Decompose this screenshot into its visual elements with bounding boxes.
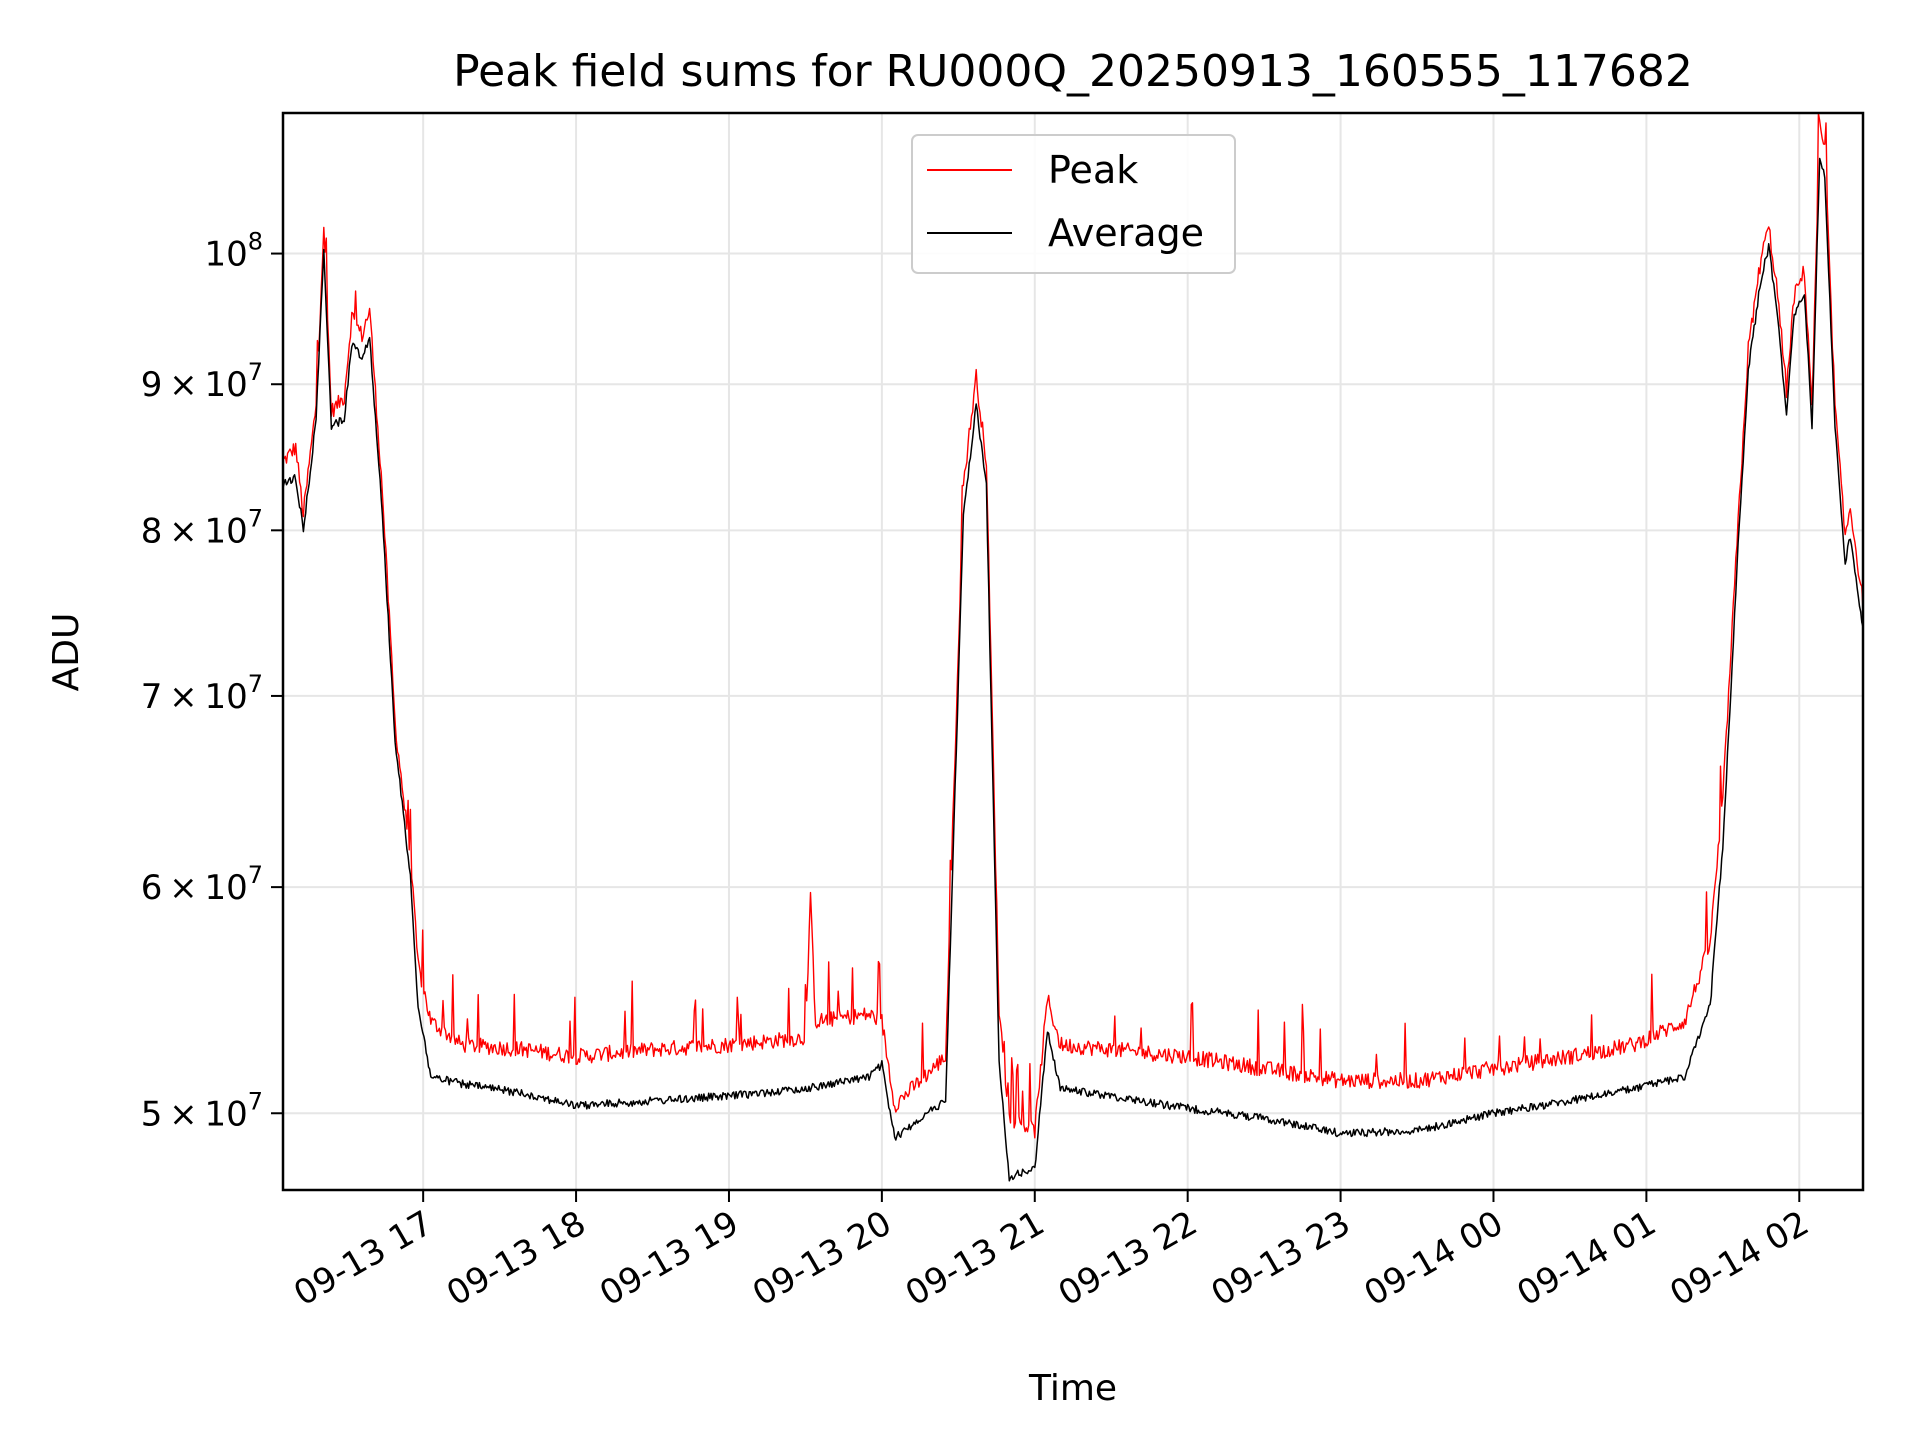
y-tick-base: 10 — [204, 235, 247, 275]
y-tick-mantissa: 6 — [141, 868, 163, 908]
y-tick-times: × 10 — [162, 868, 247, 908]
y-tick-times: × 10 — [162, 365, 247, 405]
y-tick-label: 8 × 107 — [141, 504, 263, 551]
y-tick-label: 7 × 107 — [141, 670, 263, 717]
y-tick-label: 5 × 107 — [141, 1087, 263, 1134]
y-tick-exponent: 7 — [248, 861, 263, 889]
y-tick-times: × 10 — [162, 511, 247, 551]
y-tick-mantissa: 8 — [141, 511, 163, 551]
series-layer — [282, 112, 1864, 1182]
x-axis-label: Time — [1028, 1368, 1117, 1409]
legend-label-average: Average — [1048, 211, 1204, 255]
y-tick-exponent: 7 — [248, 504, 263, 532]
grid — [283, 113, 1863, 1190]
y-tick-exponent: 7 — [248, 1087, 263, 1115]
y-tick-label: 9 × 107 — [141, 358, 263, 405]
plot-frame — [281, 111, 1865, 1192]
y-tick-label: 108 — [204, 228, 263, 275]
y-tick-exponent: 7 — [248, 358, 263, 386]
series-line-peak — [282, 112, 1864, 1139]
y-tick-mantissa: 5 — [141, 1094, 163, 1134]
y-tick-exponent: 7 — [248, 670, 263, 698]
y-axis-label: ADU — [46, 613, 87, 692]
y-tick-times: × 10 — [162, 677, 247, 717]
chart-title: Peak field sums for RU000Q_20250913_1605… — [453, 46, 1693, 97]
legend: Peak Average — [911, 134, 1236, 274]
legend-label-peak: Peak — [1048, 148, 1138, 192]
y-tick-mantissa: 7 — [141, 677, 163, 717]
y-tick-exponent: 8 — [248, 228, 263, 256]
y-tick-mantissa: 9 — [141, 365, 163, 405]
y-tick-label: 6 × 107 — [141, 861, 263, 908]
series-line-average — [282, 157, 1864, 1182]
y-tick-times: × 10 — [162, 1094, 247, 1134]
